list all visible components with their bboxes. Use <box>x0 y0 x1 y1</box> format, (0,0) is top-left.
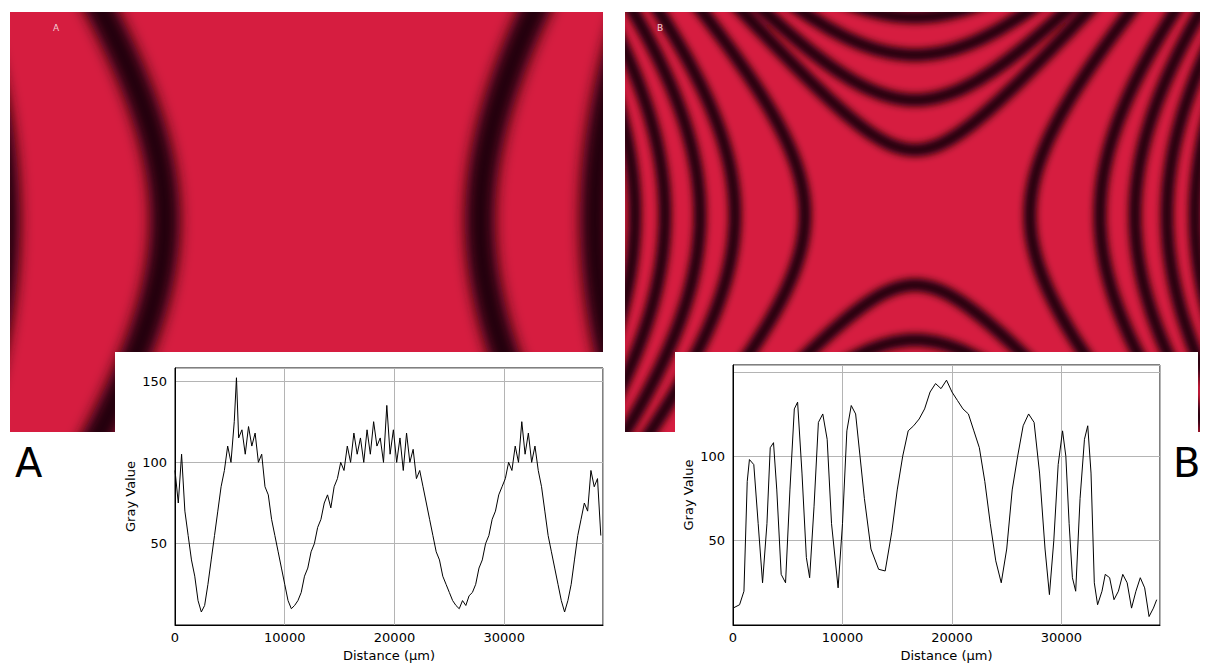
svg-text:Gray Value: Gray Value <box>681 460 696 531</box>
svg-text:Distance (µm): Distance (µm) <box>900 648 992 663</box>
svg-text:10000: 10000 <box>822 630 863 645</box>
svg-text:0: 0 <box>729 630 737 645</box>
svg-text:50: 50 <box>150 536 167 551</box>
svg-text:50: 50 <box>708 533 725 548</box>
svg-text:100: 100 <box>700 449 725 464</box>
svg-text:Gray Value: Gray Value <box>123 461 138 532</box>
svg-text:150: 150 <box>142 374 167 389</box>
svg-text:B: B <box>657 23 663 33</box>
svg-text:20000: 20000 <box>374 630 415 645</box>
svg-text:A: A <box>15 440 43 486</box>
svg-text:20000: 20000 <box>931 630 972 645</box>
svg-text:0: 0 <box>171 630 179 645</box>
svg-text:B: B <box>1173 440 1200 486</box>
svg-text:10000: 10000 <box>264 630 305 645</box>
svg-text:Distance (µm): Distance (µm) <box>343 648 435 663</box>
svg-text:A: A <box>53 23 60 33</box>
svg-text:100: 100 <box>142 455 167 470</box>
svg-text:30000: 30000 <box>484 630 525 645</box>
svg-text:30000: 30000 <box>1041 630 1082 645</box>
